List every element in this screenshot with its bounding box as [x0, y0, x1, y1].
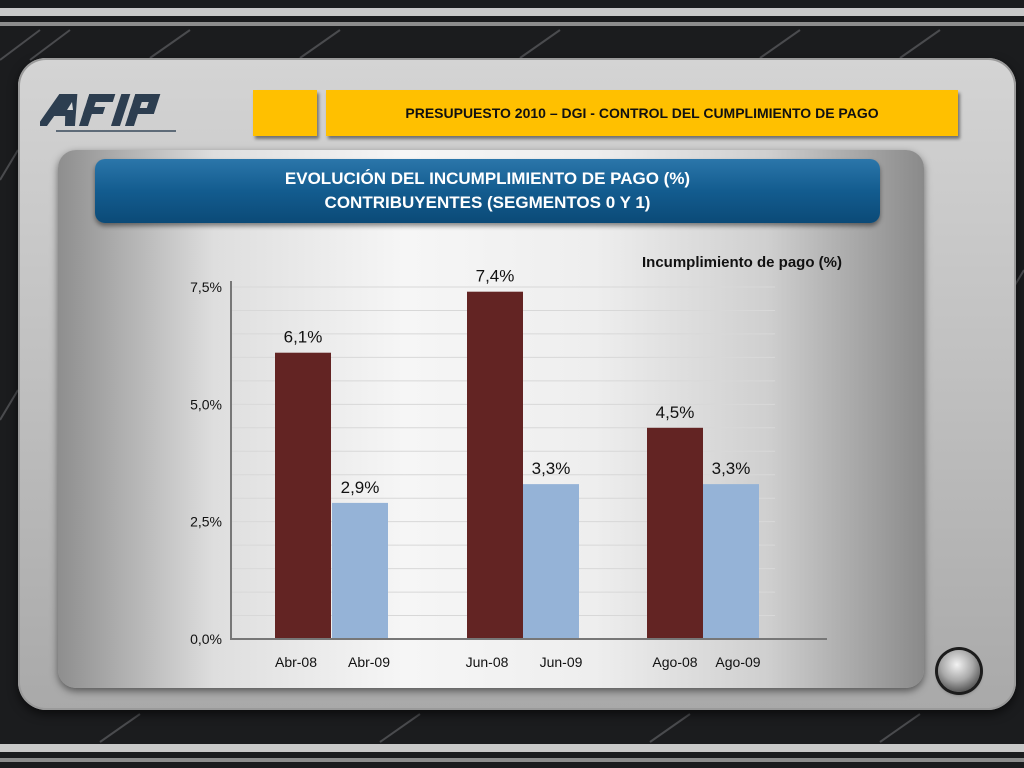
x-tick-labels: Abr-08 Abr-09 Jun-08 Jun-09 Ago-08 Ago-09 — [275, 654, 761, 670]
top-stripe — [0, 8, 1024, 16]
bar-value-label: 7,4% — [476, 267, 515, 286]
bar — [703, 484, 759, 639]
bar — [332, 502, 388, 639]
bottom-stripe-thin — [0, 758, 1024, 762]
afip-logo — [40, 94, 176, 132]
banner-line-2: CONTRIBUYENTES (SEGMENTOS 0 Y 1) — [324, 193, 651, 212]
chart-banner: EVOLUCIÓN DEL INCUMPLIMIENTO DE PAGO (%)… — [95, 159, 880, 223]
bars — [275, 291, 759, 639]
bar-value-label: 3,3% — [532, 459, 571, 478]
bottom-stripe — [0, 744, 1024, 752]
bar — [647, 427, 703, 639]
x-tick-label: Ago-08 — [652, 654, 697, 670]
bar-value-label: 4,5% — [656, 403, 695, 422]
x-tick-label: Jun-08 — [466, 654, 509, 670]
bar-value-labels: 6,1% 2,9% 7,4% 3,3% 4,5% 3,3% — [284, 267, 751, 497]
x-tick-label: Jun-09 — [540, 654, 583, 670]
bar-value-label: 3,3% — [712, 459, 751, 478]
x-tick-label: Abr-08 — [275, 654, 317, 670]
y-tick-label: 0,0% — [190, 631, 222, 647]
y-tick-labels: 0,0% 2,5% 5,0% 7,5% — [190, 279, 222, 647]
bar-value-label: 6,1% — [284, 328, 323, 347]
top-stripe-thin — [0, 22, 1024, 26]
y-tick-label: 2,5% — [190, 514, 222, 530]
bar — [275, 352, 331, 639]
header-title: PRESUPUESTO 2010 – DGI - CONTROL DEL CUM… — [326, 90, 958, 136]
y-tick-label: 5,0% — [190, 396, 222, 412]
round-nav-button[interactable] — [938, 650, 980, 692]
y-tick-label: 7,5% — [190, 279, 222, 295]
bar — [467, 291, 523, 639]
x-tick-label: Ago-09 — [715, 654, 760, 670]
banner-line-1: EVOLUCIÓN DEL INCUMPLIMIENTO DE PAGO (%) — [284, 169, 691, 188]
bar — [523, 484, 579, 639]
bar-value-label: 2,9% — [341, 478, 380, 497]
header-accent-box — [253, 90, 317, 136]
x-tick-label: Abr-09 — [348, 654, 390, 670]
chart-title: Incumplimiento de pago (%) — [642, 254, 842, 271]
